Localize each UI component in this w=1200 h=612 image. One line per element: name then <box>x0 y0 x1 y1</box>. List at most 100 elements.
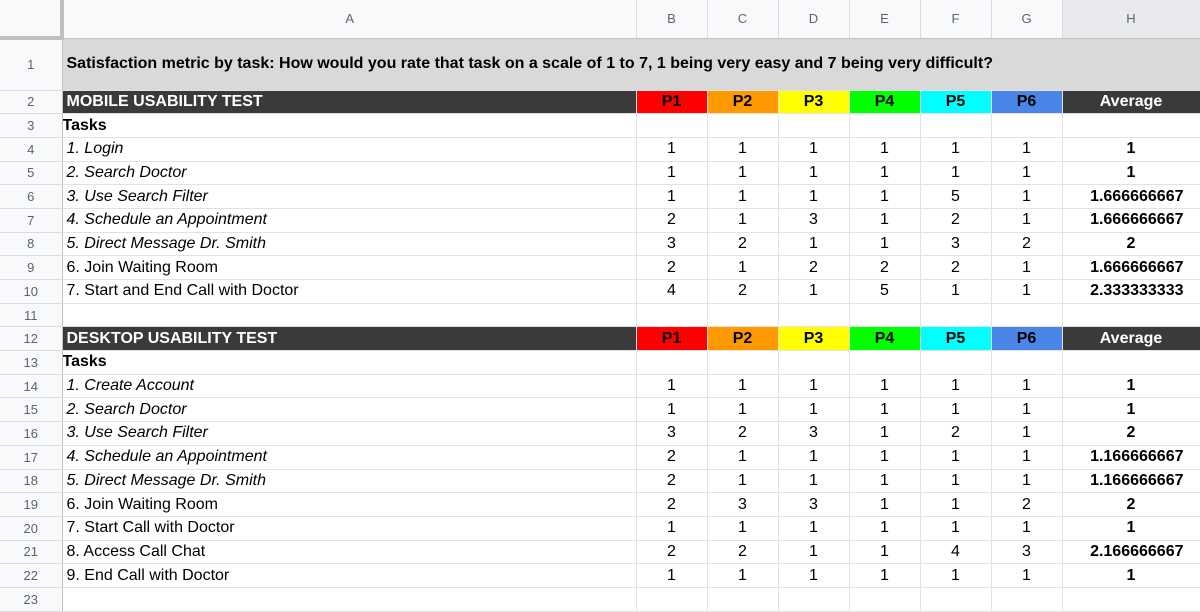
desktop-task-cell[interactable]: 5. Direct Message Dr. Smith <box>62 469 637 494</box>
mobile-score-cell[interactable]: 2 <box>991 232 1063 257</box>
desktop-score-cell[interactable]: 3 <box>707 492 779 517</box>
row-header[interactable]: 15 <box>0 397 63 423</box>
mobile-score-cell[interactable]: 2 <box>920 255 992 280</box>
empty-cell[interactable] <box>62 303 637 328</box>
row-header[interactable]: 16 <box>0 421 63 446</box>
desktop-task-cell[interactable]: 8. Access Call Chat <box>62 540 637 565</box>
desktop-participant-p3[interactable]: P3 <box>778 326 850 352</box>
row-header[interactable]: 14 <box>0 374 63 399</box>
mobile-header-cell[interactable]: MOBILE USABILITY TEST <box>62 90 637 115</box>
empty-cell[interactable] <box>849 587 921 612</box>
desktop-score-cell[interactable]: 3 <box>991 540 1063 565</box>
row-header[interactable]: 19 <box>0 492 63 517</box>
desktop-score-cell[interactable]: 2 <box>991 492 1063 517</box>
desktop-header-cell[interactable]: DESKTOP USABILITY TEST <box>62 326 637 352</box>
mobile-score-cell[interactable]: 1 <box>778 184 850 209</box>
desktop-average-cell[interactable]: 2.166666667 <box>1062 540 1200 565</box>
desktop-task-cell[interactable]: 7. Start Call with Doctor <box>62 516 637 541</box>
desktop-score-cell[interactable]: 1 <box>849 516 921 541</box>
desktop-score-cell[interactable]: 1 <box>778 374 850 399</box>
column-header-a[interactable]: A <box>62 0 637 39</box>
desktop-participant-p5[interactable]: P5 <box>920 326 992 352</box>
mobile-score-cell[interactable]: 1 <box>707 208 779 233</box>
mobile-score-cell[interactable]: 1 <box>778 232 850 257</box>
row-header[interactable]: 17 <box>0 445 63 470</box>
desktop-task-cell[interactable]: 2. Search Doctor <box>62 397 637 423</box>
desktop-score-cell[interactable]: 1 <box>991 563 1063 588</box>
desktop-score-cell[interactable]: 1 <box>991 445 1063 470</box>
desktop-score-cell[interactable]: 1 <box>920 516 992 541</box>
desktop-score-cell[interactable]: 1 <box>920 492 992 517</box>
mobile-score-cell[interactable]: 1 <box>849 137 921 162</box>
desktop-average-cell[interactable]: 1 <box>1062 516 1200 541</box>
desktop-score-cell[interactable]: 1 <box>778 516 850 541</box>
desktop-score-cell[interactable]: 2 <box>920 421 992 446</box>
row-header[interactable]: 18 <box>0 469 63 494</box>
column-header-c[interactable]: C <box>707 0 779 39</box>
mobile-score-cell[interactable]: 2 <box>778 255 850 280</box>
empty-cell[interactable] <box>920 587 992 612</box>
desktop-task-cell[interactable]: 6. Join Waiting Room <box>62 492 637 517</box>
desktop-average-cell[interactable]: 2 <box>1062 421 1200 446</box>
mobile-score-cell[interactable]: 1 <box>920 137 992 162</box>
empty-cell[interactable] <box>707 113 779 138</box>
mobile-task-cell[interactable]: 3. Use Search Filter <box>62 184 637 209</box>
empty-cell[interactable] <box>778 113 850 138</box>
row-header[interactable]: 8 <box>0 232 63 257</box>
mobile-score-cell[interactable]: 1 <box>707 161 779 186</box>
mobile-score-cell[interactable]: 1 <box>707 137 779 162</box>
desktop-average-cell[interactable]: 1 <box>1062 563 1200 588</box>
mobile-task-cell[interactable]: 6. Join Waiting Room <box>62 255 637 280</box>
sheet-title-cell[interactable]: Satisfaction metric by task: How would y… <box>62 38 1200 91</box>
desktop-average-cell[interactable]: 1.166666667 <box>1062 445 1200 470</box>
empty-cell[interactable] <box>707 350 779 375</box>
mobile-score-cell[interactable]: 1 <box>849 232 921 257</box>
mobile-average-cell[interactable]: 2.333333333 <box>1062 279 1200 304</box>
desktop-score-cell[interactable]: 1 <box>778 540 850 565</box>
select-all-corner[interactable] <box>0 0 64 40</box>
mobile-participant-p4[interactable]: P4 <box>849 90 921 115</box>
empty-cell[interactable] <box>636 350 708 375</box>
mobile-average-cell[interactable]: 1 <box>1062 161 1200 186</box>
desktop-score-cell[interactable]: 3 <box>636 421 708 446</box>
row-header[interactable]: 13 <box>0 350 63 375</box>
empty-cell[interactable] <box>1062 350 1200 375</box>
empty-cell[interactable] <box>707 303 779 328</box>
desktop-score-cell[interactable]: 1 <box>849 374 921 399</box>
empty-cell[interactable] <box>778 303 850 328</box>
mobile-score-cell[interactable]: 3 <box>920 232 992 257</box>
mobile-average-cell[interactable]: 1.666666667 <box>1062 184 1200 209</box>
mobile-score-cell[interactable]: 2 <box>920 208 992 233</box>
desktop-score-cell[interactable]: 1 <box>991 516 1063 541</box>
row-header[interactable]: 10 <box>0 279 63 304</box>
empty-cell[interactable] <box>920 113 992 138</box>
desktop-score-cell[interactable]: 1 <box>707 374 779 399</box>
row-header[interactable]: 1 <box>0 38 63 91</box>
empty-cell[interactable] <box>849 303 921 328</box>
desktop-score-cell[interactable]: 1 <box>920 563 992 588</box>
empty-cell[interactable] <box>849 113 921 138</box>
empty-cell[interactable] <box>991 113 1063 138</box>
desktop-score-cell[interactable]: 3 <box>778 421 850 446</box>
desktop-task-cell[interactable]: 9. End Call with Doctor <box>62 563 637 588</box>
desktop-task-cell[interactable]: 4. Schedule an Appointment <box>62 445 637 470</box>
mobile-score-cell[interactable]: 5 <box>849 279 921 304</box>
empty-cell[interactable] <box>991 303 1063 328</box>
desktop-score-cell[interactable]: 1 <box>991 469 1063 494</box>
row-header[interactable]: 12 <box>0 326 63 352</box>
empty-cell[interactable] <box>1062 587 1200 612</box>
column-header-h[interactable]: H <box>1062 0 1200 39</box>
row-header[interactable]: 6 <box>0 184 63 209</box>
mobile-score-cell[interactable]: 2 <box>707 279 779 304</box>
mobile-tasks-label[interactable]: Tasks <box>62 113 637 138</box>
mobile-score-cell[interactable]: 2 <box>636 208 708 233</box>
desktop-score-cell[interactable]: 1 <box>707 516 779 541</box>
mobile-score-cell[interactable]: 1 <box>707 255 779 280</box>
desktop-participant-p6[interactable]: P6 <box>991 326 1063 352</box>
mobile-score-cell[interactable]: 1 <box>849 208 921 233</box>
mobile-participant-p2[interactable]: P2 <box>707 90 779 115</box>
desktop-score-cell[interactable]: 1 <box>920 469 992 494</box>
empty-cell[interactable] <box>920 303 992 328</box>
desktop-score-cell[interactable]: 1 <box>707 469 779 494</box>
desktop-score-cell[interactable]: 2 <box>707 421 779 446</box>
